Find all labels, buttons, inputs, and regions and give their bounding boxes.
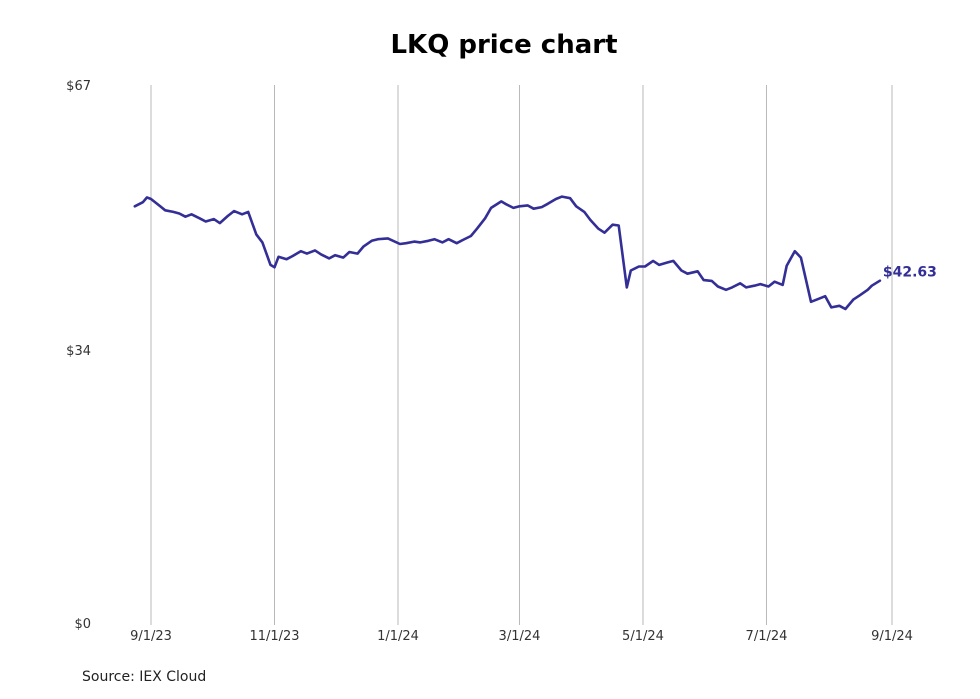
y-tick-label: $34 — [66, 344, 91, 359]
chart-title: LKQ price chart — [390, 30, 618, 60]
x-tick-label: 1/1/24 — [377, 629, 419, 644]
y-tick-label: $0 — [74, 617, 91, 632]
x-tick-label: 9/1/23 — [130, 629, 172, 644]
end-label-layer: $42.63 — [883, 265, 937, 281]
y-axis-ticks: $0 $34 $67 — [66, 79, 91, 632]
source-note: Source: IEX Cloud — [82, 669, 207, 685]
x-tick-label: 7/1/24 — [746, 629, 788, 644]
x-tick-label: 11/1/23 — [249, 629, 299, 644]
price-series — [133, 195, 882, 311]
x-tick-label: 3/1/24 — [499, 629, 541, 644]
x-axis-ticks: 9/1/23 11/1/23 1/1/24 3/1/24 5/1/24 7/1/24 9/1… — [130, 629, 913, 644]
y-tick-label: $67 — [66, 79, 91, 94]
x-tick-label: 9/1/24 — [871, 629, 913, 644]
price-line — [133, 195, 882, 311]
x-tick-label: 5/1/24 — [622, 629, 664, 644]
last-price-label: $42.63 — [883, 265, 937, 281]
vertical-gridlines — [150, 85, 893, 625]
